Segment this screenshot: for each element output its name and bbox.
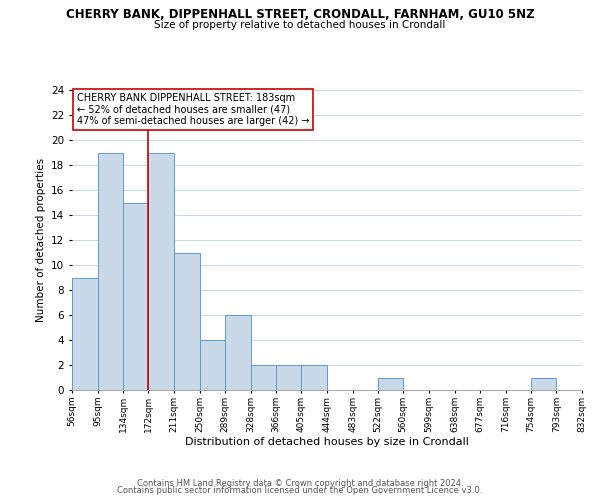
Text: Contains HM Land Registry data © Crown copyright and database right 2024.: Contains HM Land Registry data © Crown c…: [137, 478, 463, 488]
Bar: [199, 340, 225, 390]
Bar: [225, 315, 251, 390]
Text: CHERRY BANK, DIPPENHALL STREET, CRONDALL, FARNHAM, GU10 5NZ: CHERRY BANK, DIPPENHALL STREET, CRONDALL…: [65, 8, 535, 20]
Bar: [123, 202, 148, 390]
Bar: [174, 252, 199, 390]
Bar: [378, 378, 403, 390]
Bar: [276, 365, 301, 390]
Text: Contains public sector information licensed under the Open Government Licence v3: Contains public sector information licen…: [118, 486, 482, 495]
Text: Size of property relative to detached houses in Crondall: Size of property relative to detached ho…: [154, 20, 446, 30]
Y-axis label: Number of detached properties: Number of detached properties: [35, 158, 46, 322]
Text: CHERRY BANK DIPPENHALL STREET: 183sqm
← 52% of detached houses are smaller (47)
: CHERRY BANK DIPPENHALL STREET: 183sqm ← …: [77, 93, 310, 126]
X-axis label: Distribution of detached houses by size in Crondall: Distribution of detached houses by size …: [185, 438, 469, 448]
Bar: [148, 152, 174, 390]
Bar: [251, 365, 276, 390]
Bar: [531, 378, 556, 390]
Bar: [301, 365, 327, 390]
Bar: [98, 152, 123, 390]
Bar: [72, 278, 98, 390]
